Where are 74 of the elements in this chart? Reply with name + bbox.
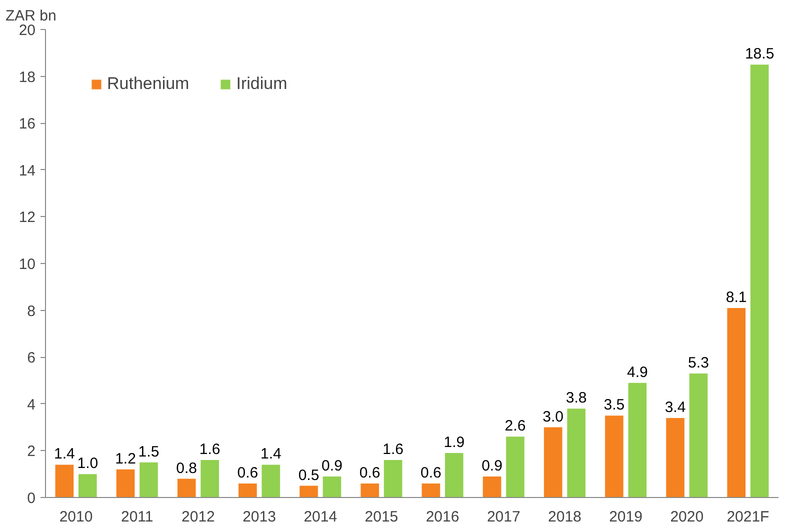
x-tick-label: 2012: [182, 508, 215, 526]
y-tick-label: 0: [27, 490, 36, 507]
data-label: 5.3: [688, 354, 709, 372]
x-tick-label: 2014: [304, 508, 338, 526]
data-label: 8.1: [726, 288, 747, 306]
data-label: 0.9: [482, 457, 502, 474]
data-label: 18.5: [744, 46, 774, 63]
x-tick-label: 2018: [548, 508, 582, 526]
x-tick-label: 2020: [670, 508, 704, 526]
bar: [238, 483, 257, 498]
bar: [322, 476, 342, 498]
data-label: 1.4: [54, 446, 75, 463]
y-tick-label: 16: [18, 116, 36, 133]
data-label: 2.6: [504, 418, 526, 435]
x-tick-label: 2017: [486, 508, 520, 526]
y-tick-label: 4: [27, 396, 36, 414]
y-tick-label: 14: [18, 162, 36, 180]
data-label: 0.6: [237, 464, 258, 482]
x-tick-label: 2010: [59, 508, 93, 526]
bar: [116, 469, 135, 498]
x-tick-label: 2016: [426, 508, 460, 526]
data-label: 1.9: [444, 434, 465, 452]
x-tick-label: 2021F: [726, 508, 770, 526]
bar: [666, 418, 684, 498]
x-tick-label: 2011: [120, 508, 154, 526]
data-label: 3.8: [566, 390, 587, 407]
bar: [544, 427, 562, 498]
bar: [384, 460, 402, 498]
bar: [140, 462, 158, 498]
y-tick-label: 20: [18, 22, 36, 39]
bar: [482, 476, 502, 498]
data-label: 3.5: [604, 396, 625, 414]
bar: [360, 483, 380, 498]
data-label: 4.9: [626, 364, 648, 381]
bar: [262, 464, 280, 498]
data-label: 0.5: [298, 466, 320, 484]
y-tick-label: 10: [18, 256, 36, 273]
x-tick-label: 2013: [242, 508, 276, 526]
bar: [78, 474, 97, 498]
bar: [689, 373, 708, 498]
y-axis-title: ZAR bn: [6, 8, 56, 24]
bar: [506, 436, 524, 498]
data-label: 3.0: [542, 408, 564, 426]
data-label: 1.0: [77, 455, 98, 472]
bar: [55, 464, 74, 498]
bar: [422, 483, 440, 498]
bar: [727, 308, 746, 498]
legend-label: Ruthenium: [107, 74, 190, 94]
y-tick-label: 8: [27, 302, 36, 320]
x-tick-label: 2019: [609, 508, 642, 526]
bar: [567, 408, 586, 498]
bar: [750, 64, 769, 498]
bar: [300, 486, 318, 498]
data-label: 0.6: [359, 464, 380, 482]
y-tick-label: 18: [18, 68, 36, 86]
bar: [605, 416, 624, 498]
y-tick-label: 6: [27, 350, 36, 367]
x-tick-label: 2015: [364, 508, 398, 526]
bar: [200, 460, 219, 498]
data-label: 1.6: [199, 441, 220, 458]
data-label: 1.2: [115, 450, 136, 468]
legend-label: Iridium: [236, 74, 288, 94]
data-label: 0.8: [176, 460, 198, 477]
data-label: 3.4: [664, 398, 686, 416]
bar: [628, 382, 647, 498]
data-label: 0.6: [420, 464, 442, 482]
data-label: 1.5: [138, 443, 160, 460]
data-label: 1.6: [382, 441, 404, 458]
data-label: 0.9: [322, 457, 342, 474]
y-tick-label: 2: [27, 443, 36, 460]
bar: [444, 453, 464, 498]
data-label: 1.4: [260, 446, 282, 463]
bar: [177, 478, 196, 498]
y-tick-label: 12: [18, 209, 36, 226]
